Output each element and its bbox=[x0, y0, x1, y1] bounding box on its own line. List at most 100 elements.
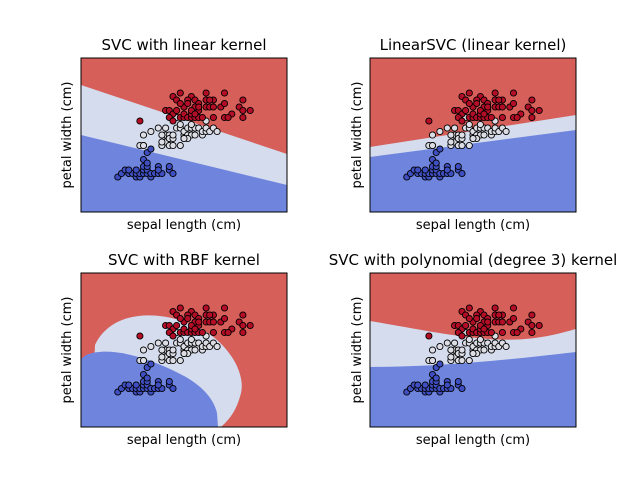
data-point-class2 bbox=[487, 328, 495, 337]
data-point-class1 bbox=[465, 335, 473, 344]
data-point-class2 bbox=[169, 332, 177, 340]
data-point-class1 bbox=[139, 131, 148, 139]
data-point-class1 bbox=[139, 141, 148, 150]
data-point-class1 bbox=[169, 141, 177, 150]
data-point-class1 bbox=[480, 131, 488, 139]
data-point-class2 bbox=[484, 318, 492, 326]
data-point-class2 bbox=[239, 311, 247, 319]
x-axis-label: sepal length (cm) bbox=[416, 433, 530, 448]
x-axis-label: sepal length (cm) bbox=[127, 218, 241, 233]
data-point-class2 bbox=[465, 89, 473, 97]
data-point-class2 bbox=[198, 328, 206, 337]
region-class0 bbox=[370, 352, 576, 427]
data-point-class0 bbox=[436, 360, 444, 368]
data-point-class1 bbox=[169, 346, 177, 354]
data-point-class2 bbox=[136, 117, 144, 125]
x-axis-label: sepal length (cm) bbox=[127, 433, 241, 448]
data-point-class0 bbox=[458, 384, 466, 393]
data-point-class2 bbox=[535, 106, 543, 115]
data-point-class1 bbox=[465, 356, 473, 365]
data-point-class2 bbox=[209, 328, 217, 337]
data-point-class2 bbox=[173, 321, 181, 330]
data-point-class0 bbox=[414, 166, 422, 174]
data-point-class1 bbox=[447, 131, 455, 139]
data-point-class0 bbox=[143, 159, 151, 167]
data-point-class2 bbox=[513, 328, 521, 337]
data-point-class2 bbox=[535, 321, 543, 330]
data-point-class1 bbox=[169, 356, 177, 365]
data-point-class1 bbox=[213, 342, 221, 351]
data-point-class1 bbox=[428, 131, 437, 139]
data-point-class1 bbox=[465, 141, 473, 150]
data-point-class1 bbox=[158, 138, 166, 146]
data-point-class1 bbox=[447, 353, 455, 361]
data-point-class2 bbox=[206, 96, 214, 104]
data-point-class1 bbox=[458, 131, 466, 139]
data-point-class2 bbox=[195, 318, 203, 326]
data-point-class1 bbox=[443, 339, 451, 347]
data-point-class2 bbox=[239, 321, 247, 330]
data-point-class2 bbox=[473, 314, 481, 323]
data-point-class2 bbox=[176, 304, 184, 312]
scatter-points bbox=[403, 89, 543, 181]
data-point-class2 bbox=[480, 110, 488, 118]
data-point-class2 bbox=[176, 314, 184, 323]
data-point-class0 bbox=[414, 381, 422, 389]
data-point-class2 bbox=[202, 304, 210, 312]
data-point-class1 bbox=[213, 127, 221, 136]
data-point-class2 bbox=[220, 89, 229, 97]
data-point-class0 bbox=[169, 169, 177, 178]
data-point-class2 bbox=[509, 314, 518, 323]
data-point-class2 bbox=[509, 89, 518, 97]
region-class0 bbox=[81, 135, 287, 212]
data-point-class2 bbox=[458, 117, 466, 125]
data-point-class2 bbox=[220, 304, 229, 312]
data-point-class1 bbox=[180, 134, 188, 143]
x-axis-label: sepal length (cm) bbox=[416, 218, 530, 233]
data-point-class2 bbox=[176, 99, 184, 108]
data-point-class2 bbox=[220, 99, 229, 108]
data-point-class2 bbox=[169, 117, 177, 125]
data-point-class2 bbox=[513, 113, 521, 122]
y-axis-label: petal width (cm) bbox=[350, 297, 365, 404]
axes-frame bbox=[80, 57, 288, 213]
region-class0 bbox=[370, 130, 576, 212]
data-point-class0 bbox=[125, 381, 133, 389]
data-point-class2 bbox=[462, 321, 470, 330]
y-axis-label: petal width (cm) bbox=[60, 297, 75, 404]
data-point-class1 bbox=[187, 335, 195, 344]
data-point-class2 bbox=[484, 103, 492, 111]
data-point-class0 bbox=[147, 360, 155, 368]
data-point-class1 bbox=[447, 138, 455, 146]
data-point-class1 bbox=[176, 141, 184, 150]
data-point-class0 bbox=[443, 166, 451, 174]
data-point-class0 bbox=[154, 381, 162, 389]
subplot-title: SVC with RBF kernel bbox=[108, 251, 260, 269]
y-axis-label: petal width (cm) bbox=[60, 82, 75, 189]
data-point-class0 bbox=[165, 377, 173, 386]
scatter-points bbox=[403, 304, 543, 396]
data-point-class1 bbox=[169, 131, 177, 139]
data-point-class0 bbox=[432, 374, 440, 382]
subplot-title: SVC with linear kernel bbox=[102, 36, 267, 54]
data-point-class1 bbox=[176, 335, 184, 344]
data-point-class1 bbox=[162, 339, 170, 347]
data-point-class2 bbox=[224, 328, 232, 337]
data-point-class0 bbox=[147, 145, 155, 153]
data-point-class1 bbox=[147, 342, 155, 351]
data-point-class2 bbox=[498, 328, 506, 337]
decision-regions bbox=[81, 58, 287, 212]
data-point-class2 bbox=[480, 325, 488, 333]
data-point-class2 bbox=[198, 113, 206, 122]
data-point-class2 bbox=[246, 321, 254, 330]
data-point-class2 bbox=[191, 325, 199, 333]
data-point-class2 bbox=[206, 311, 214, 319]
data-point-class1 bbox=[451, 339, 459, 347]
data-point-class0 bbox=[165, 162, 173, 171]
subplot-rbf-kernel: SVC with RBF kernel sepal length (cm) pe… bbox=[60, 251, 288, 448]
subplot-polynomial-kernel: SVC with polynomial (degree 3) kernel se… bbox=[329, 251, 618, 448]
data-point-class2 bbox=[528, 96, 536, 104]
data-point-class2 bbox=[191, 110, 199, 118]
data-point-class1 bbox=[476, 335, 484, 344]
data-point-class0 bbox=[132, 166, 140, 174]
